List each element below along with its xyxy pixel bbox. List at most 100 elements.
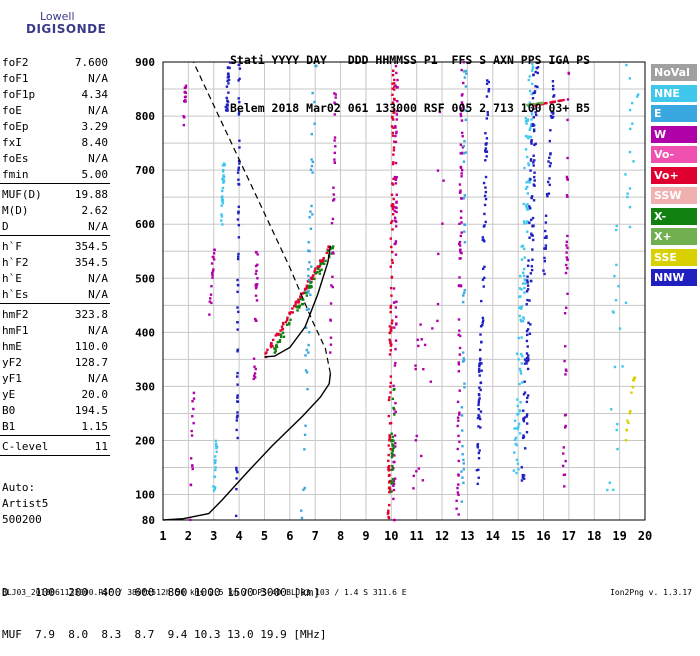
- echo-dot: [532, 129, 536, 133]
- panel-divider: [0, 455, 110, 456]
- echo-dot: [222, 180, 226, 183]
- echo-dot: [254, 272, 258, 275]
- echo-dot: [531, 238, 535, 242]
- echo-dot: [314, 267, 317, 270]
- echo-dot: [308, 261, 311, 264]
- echo-dot: [237, 168, 240, 172]
- echo-dot: [528, 89, 532, 93]
- echo-dot: [184, 99, 187, 102]
- echo-dot: [227, 75, 231, 78]
- echo-dot: [479, 325, 483, 328]
- echo-dot: [521, 355, 524, 358]
- echo-dot: [459, 210, 463, 213]
- echo-dot: [536, 85, 539, 89]
- echo-dot: [462, 196, 466, 200]
- echo-dot: [210, 284, 213, 288]
- echo-dot: [332, 193, 336, 196]
- echo-dot: [614, 228, 618, 232]
- echo-dot: [480, 340, 483, 344]
- echo-dot: [390, 452, 393, 455]
- echo-dot: [528, 101, 531, 105]
- echo-dot: [525, 122, 528, 125]
- echo-dot: [487, 87, 491, 91]
- echo-dot: [334, 93, 337, 96]
- echo-dot: [618, 327, 622, 330]
- echo-dot: [543, 259, 547, 263]
- echo-dot: [567, 72, 571, 75]
- echo-dot: [305, 326, 308, 329]
- echo-dot: [463, 230, 466, 233]
- echo-dot: [518, 409, 522, 413]
- echo-dot: [566, 156, 569, 160]
- echo-dot: [457, 333, 460, 336]
- echo-dot: [527, 354, 530, 357]
- echo-dot: [463, 289, 467, 292]
- echo-dot: [393, 140, 396, 143]
- echo-dot: [463, 76, 467, 79]
- echo-dot: [479, 426, 482, 429]
- echo-dot: [285, 323, 289, 326]
- echo-dot: [393, 88, 396, 91]
- echo-dot: [225, 96, 228, 100]
- echo-dot: [551, 88, 555, 91]
- echo-dot: [334, 96, 337, 99]
- echo-dot: [314, 271, 318, 275]
- echo-dot: [274, 334, 277, 337]
- echo-dot: [544, 214, 548, 217]
- echo-dot: [606, 488, 609, 492]
- echo-dot: [391, 101, 395, 104]
- echo-dot: [548, 156, 551, 159]
- param-row: h`Es N/A: [2, 287, 108, 302]
- echo-dot: [464, 118, 468, 122]
- echo-dot: [333, 92, 336, 95]
- echo-dot: [298, 304, 302, 307]
- param-row: h`F2 354.5: [2, 255, 108, 270]
- echo-dot: [324, 259, 327, 263]
- echo-dot: [624, 439, 628, 442]
- echo-dot: [236, 257, 240, 261]
- echo-dot: [459, 189, 462, 192]
- echo-dot: [517, 358, 521, 361]
- echo-dot: [461, 93, 464, 96]
- echo-dot: [523, 358, 527, 361]
- echo-dot: [211, 273, 214, 277]
- echo-dot: [459, 251, 462, 254]
- echo-dot: [388, 396, 391, 399]
- echo-dot: [395, 200, 398, 203]
- echo-dot: [238, 67, 242, 70]
- echo-dot: [530, 139, 533, 142]
- echo-dot: [530, 196, 533, 200]
- echo-dot: [388, 434, 391, 437]
- echo-dot: [478, 449, 481, 452]
- echo-dot: [228, 66, 231, 70]
- echo-dot: [387, 516, 391, 520]
- echo-dot: [210, 262, 214, 265]
- echo-dot: [235, 466, 238, 470]
- echo-dot: [549, 153, 552, 156]
- echo-dot: [520, 258, 524, 261]
- param-value: 354.5: [74, 256, 108, 269]
- echo-dot: [220, 189, 224, 193]
- param-row: foE N/A: [2, 103, 108, 118]
- echo-dot: [520, 381, 524, 384]
- echo-dot: [442, 179, 445, 182]
- echo-dot: [627, 421, 630, 425]
- echo-dot: [252, 377, 255, 381]
- echo-dot: [529, 124, 533, 127]
- echo-dot: [483, 224, 486, 227]
- echo-dot: [213, 475, 216, 479]
- echo-dot: [534, 85, 537, 88]
- x-tick-label: 15: [511, 529, 525, 543]
- echo-dot: [463, 241, 467, 244]
- echo-dot: [329, 319, 332, 322]
- echo-dot: [543, 229, 547, 233]
- echo-dot: [460, 470, 463, 473]
- echo-dot: [301, 302, 305, 306]
- echo-dot: [529, 272, 533, 275]
- echo-dot: [533, 184, 536, 187]
- echo-dot: [628, 108, 632, 112]
- echo-dot: [562, 446, 566, 449]
- param-name: B1: [2, 420, 16, 433]
- echo-dot: [562, 452, 565, 455]
- echo-dot: [565, 240, 569, 244]
